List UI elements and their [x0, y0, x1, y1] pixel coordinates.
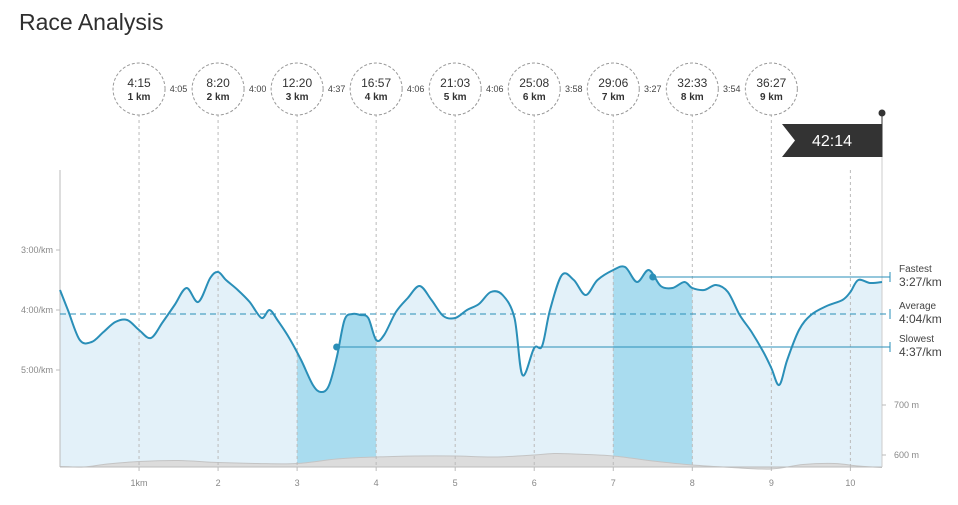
- split-distance-label: 2 km: [207, 92, 230, 103]
- split-circle: [586, 62, 640, 116]
- y-tick-label: 5:00/km: [21, 365, 53, 375]
- slowest-stat-value: 4:37/km: [899, 345, 942, 359]
- split-pace-label: 3:27: [644, 84, 662, 94]
- split-time-label: 21:03: [440, 76, 470, 90]
- x-tick-label: 6: [532, 478, 537, 488]
- split-time-label: 16:57: [361, 76, 391, 90]
- axes-layer: 1km 2 3 4 5 6 7 8 9 10 3:00/km 4:00/km 5:00/km 700 m 6…: [21, 157, 919, 488]
- split-pace-label: 4:06: [407, 84, 425, 94]
- split-time-label: 29:06: [598, 76, 628, 90]
- fastest-stat-value: 3:27/km: [899, 275, 942, 289]
- finish-time-badge: [782, 124, 882, 157]
- split-pace-label: 4:00: [249, 84, 267, 94]
- split-time-label: 25:08: [519, 76, 549, 90]
- pace-area: [60, 266, 882, 467]
- pace-area-layer: [60, 266, 882, 467]
- split-circle: [665, 62, 719, 116]
- x-tick-label: 7: [611, 478, 616, 488]
- split-circle: [270, 62, 324, 116]
- split-circle: [112, 62, 166, 116]
- finish-time-badge-group: 42:14: [782, 109, 886, 157]
- split-pace-label: 3:58: [565, 84, 583, 94]
- fastest-stat-label: Fastest: [899, 264, 932, 275]
- split-time-label: 4:15: [127, 76, 151, 90]
- highlighted-km-area: [297, 313, 377, 467]
- elevation-tick-label: 600 m: [894, 450, 919, 460]
- split-gridlines: [138, 114, 851, 467]
- split-distance-label: 1 km: [128, 92, 151, 103]
- split-circle: [744, 62, 798, 116]
- split-distance-label: 7 km: [602, 92, 625, 103]
- elevation-area: [60, 453, 882, 470]
- x-tick-label: 1km: [131, 478, 148, 488]
- x-tick-label: 9: [769, 478, 774, 488]
- x-tick-label: 2: [216, 478, 221, 488]
- average-stat-value: 4:04/km: [899, 312, 942, 326]
- y-tick-label: 3:00/km: [21, 245, 53, 255]
- split-pace-label: 4:06: [486, 84, 504, 94]
- split-pace-label: 4:05: [170, 84, 188, 94]
- fastest-pace-marker: [649, 273, 657, 281]
- slowest-stat-label: Slowest: [899, 334, 934, 345]
- split-distance-label: 6 km: [523, 92, 546, 103]
- split-time-label: 12:20: [282, 76, 312, 90]
- x-tick-label: 4: [374, 478, 379, 488]
- split-distance-label: 4 km: [365, 92, 388, 103]
- x-tick-label: 10: [845, 478, 855, 488]
- elevation-tick-label: 700 m: [894, 400, 919, 410]
- x-tick-label: 5: [453, 478, 458, 488]
- highlighted-km-area: [613, 266, 693, 467]
- average-stat-label: Average: [899, 301, 937, 312]
- slowest-pace-marker: [333, 343, 341, 351]
- split-time-label: 36:27: [756, 76, 786, 90]
- x-tick-label: 3: [295, 478, 300, 488]
- split-distance-label: 8 km: [681, 92, 704, 103]
- finish-time-text: 42:14: [812, 133, 852, 150]
- split-distance-label: 5 km: [444, 92, 467, 103]
- page-title: Race Analysis: [19, 9, 164, 35]
- split-pace-label: 3:54: [723, 84, 741, 94]
- y-tick-label: 4:00/km: [21, 305, 53, 315]
- split-distance-label: 3 km: [286, 92, 309, 103]
- split-pace-label: 4:37: [328, 84, 346, 94]
- x-tick-label: 8: [690, 478, 695, 488]
- pace-line-layer: [59, 265, 883, 394]
- pace-line: [59, 265, 883, 394]
- split-circle: [428, 62, 482, 116]
- split-circle: [507, 62, 561, 116]
- split-distance-label: 9 km: [760, 92, 783, 103]
- split-markers: 4:15 1 km 8:20 2 km 12:20 3 km 16:57 4 km 21:03 5…: [112, 62, 798, 116]
- split-time-label: 32:33: [677, 76, 707, 90]
- finish-flag-dot: [878, 109, 886, 117]
- split-circle: [349, 62, 403, 116]
- split-circle: [191, 62, 245, 116]
- split-time-label: 8:20: [206, 76, 230, 90]
